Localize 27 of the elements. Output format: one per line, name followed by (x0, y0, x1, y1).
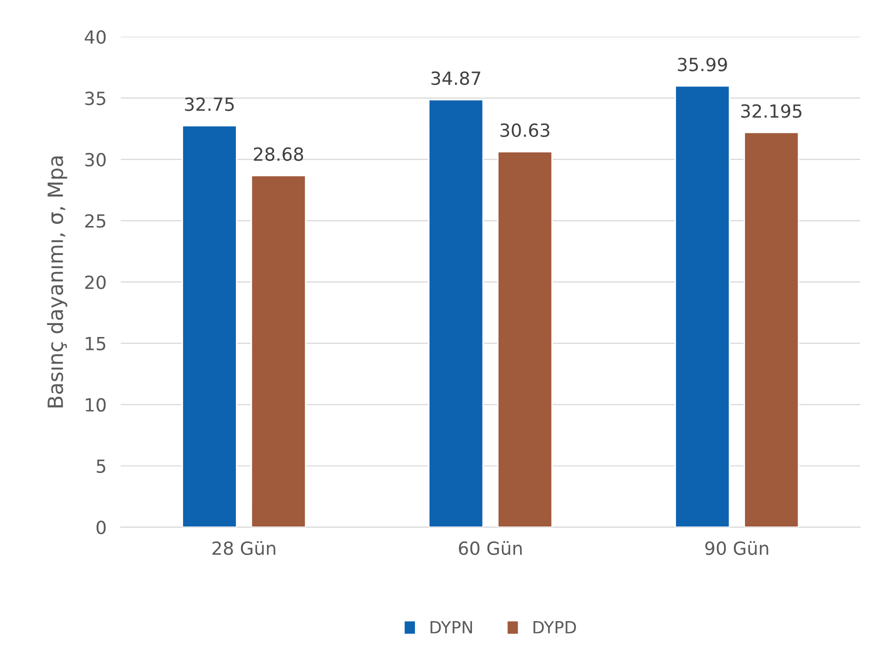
bar (250, 174, 306, 528)
legend-label: DYPN (430, 621, 472, 634)
y-tick-label: 0 (96, 520, 106, 534)
data-label: 35.99 (678, 58, 727, 72)
y-axis-title: Basınç dayanımı, σ, Mpa (47, 156, 68, 408)
data-label: 32.195 (741, 104, 802, 118)
data-label: 30.63 (500, 123, 550, 138)
y-tick-label: 10 (86, 398, 106, 412)
y-tick-label: 15 (86, 336, 106, 350)
y-tick-label: 40 (84, 30, 106, 44)
y-tick-label: 35 (85, 92, 106, 106)
y-tick-label: 5 (96, 460, 106, 473)
data-label: 32.75 (185, 97, 234, 112)
x-tick-label: 90 Gün (705, 541, 768, 556)
y-tick-label: 30 (85, 152, 106, 167)
bar (674, 85, 730, 528)
bar (744, 132, 800, 528)
x-tick-label: 60 Gün (458, 541, 522, 556)
data-label: 34.87 (431, 71, 480, 86)
legend-label: DYPD (534, 621, 576, 634)
y-tick-label: 25 (85, 214, 106, 228)
bar (428, 98, 484, 528)
data-label: 28.68 (254, 147, 304, 161)
bar (182, 124, 238, 528)
y-tick-label: 20 (85, 275, 106, 290)
x-tick-label: 28 Gün (212, 541, 276, 556)
bar (497, 150, 553, 528)
